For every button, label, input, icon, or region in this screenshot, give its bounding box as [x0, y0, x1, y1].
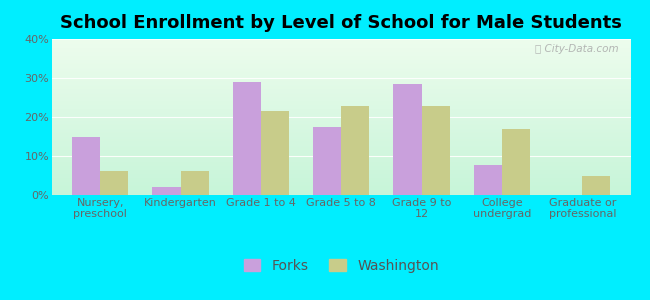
Bar [474, 165, 502, 195]
Legend: Forks, Washington: Forks, Washington [238, 254, 445, 278]
Text: ⓘ City-Data.com: ⓘ City-Data.com [536, 44, 619, 54]
Bar [341, 106, 369, 195]
Bar [153, 187, 181, 195]
Bar [393, 84, 422, 195]
Bar [582, 176, 610, 195]
Title: School Enrollment by Level of School for Male Students: School Enrollment by Level of School for… [60, 14, 622, 32]
Bar [100, 171, 128, 195]
Bar [181, 171, 209, 195]
Bar [72, 137, 100, 195]
Bar [502, 129, 530, 195]
Bar [233, 82, 261, 195]
Bar [313, 127, 341, 195]
Bar [422, 106, 450, 195]
Bar [261, 111, 289, 195]
